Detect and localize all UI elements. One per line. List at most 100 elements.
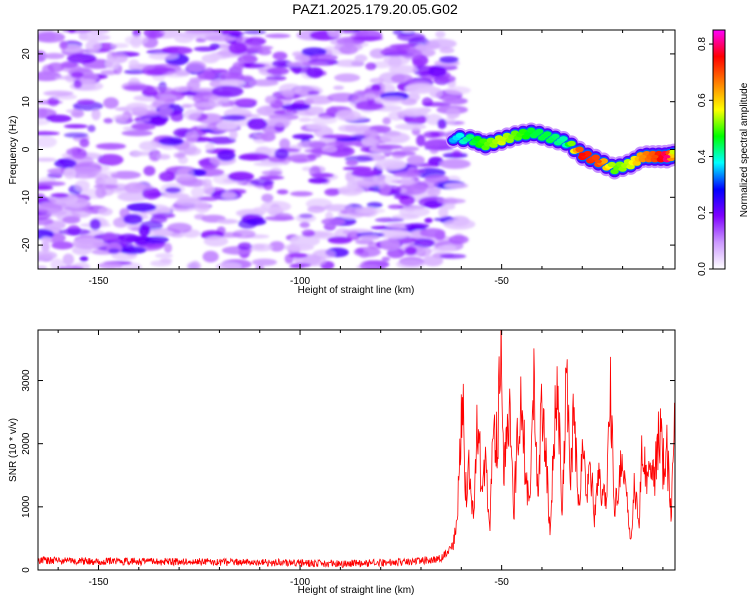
signal-blob xyxy=(527,127,536,133)
snr-y-label: SNR (10 * v/v) xyxy=(8,418,19,482)
noise-blob xyxy=(237,54,258,65)
noise-blob xyxy=(161,46,193,55)
noise-blob xyxy=(422,255,444,267)
colorbar-tick-label: 0.4 xyxy=(697,149,708,163)
noise-blob xyxy=(444,116,456,125)
noise-blob xyxy=(111,43,129,49)
noise-blob xyxy=(265,75,287,81)
signal-peak xyxy=(594,159,602,164)
noise-blob xyxy=(444,182,469,189)
noise-blob xyxy=(393,194,410,200)
noise-blob xyxy=(249,79,279,87)
noise-blob xyxy=(438,206,449,218)
noise-blob xyxy=(250,178,275,187)
spectrogram-x-axis: -150 -100 -50 xyxy=(57,30,664,287)
signal-blob xyxy=(591,154,600,161)
noise-blob xyxy=(228,42,248,55)
noise-blob xyxy=(289,234,321,247)
noise-blob xyxy=(72,166,102,176)
noise-blob xyxy=(167,222,193,234)
noise-blob xyxy=(43,90,74,97)
noise-blob xyxy=(355,239,374,245)
noise-blob xyxy=(443,203,456,210)
snr-series-line xyxy=(38,330,675,568)
y-tick-label: 3000 xyxy=(21,369,32,392)
noise-blob xyxy=(121,130,153,137)
noise-blob xyxy=(66,148,78,156)
noise-blob xyxy=(250,45,274,50)
noise-blob xyxy=(436,245,457,252)
colorbar-tick-label: 0.6 xyxy=(697,93,708,107)
noise-blob xyxy=(302,255,327,267)
noise-blob xyxy=(386,222,412,229)
noise-blob xyxy=(390,73,414,84)
noise-blob xyxy=(145,235,169,244)
noise-blob xyxy=(58,265,84,269)
noise-blob xyxy=(334,59,365,68)
noise-blob xyxy=(295,213,317,223)
noise-blob xyxy=(170,110,184,122)
noise-blob xyxy=(232,61,245,71)
noise-blob xyxy=(421,97,433,107)
noise-blob xyxy=(139,141,158,151)
signal-blob xyxy=(575,146,584,153)
noise-blob xyxy=(173,152,186,159)
noise-blob xyxy=(247,118,268,130)
spectrogram-y-axis: -20 -10 0 10 20 xyxy=(21,48,675,252)
noise-blob xyxy=(143,165,156,176)
noise-blob xyxy=(97,262,123,269)
noise-blob xyxy=(437,118,447,129)
noise-blob xyxy=(323,204,353,212)
noise-blob xyxy=(288,253,308,259)
noise-blob xyxy=(290,263,312,268)
noise-blob xyxy=(50,193,69,198)
noise-blob xyxy=(286,154,317,163)
signal-track xyxy=(445,122,675,180)
noise-blob xyxy=(439,56,459,64)
x-tick-label: -150 xyxy=(88,276,108,287)
noise-blob xyxy=(442,96,460,105)
noise-blob xyxy=(193,46,217,52)
noise-blob xyxy=(148,52,179,60)
y-tick-label: 0 xyxy=(21,567,32,573)
noise-blob xyxy=(359,30,369,38)
noise-blob xyxy=(101,176,118,187)
noise-blob xyxy=(327,30,344,38)
signal-blob xyxy=(535,128,544,135)
noise-blob xyxy=(219,71,245,82)
noise-blob xyxy=(374,217,405,223)
noise-blob xyxy=(423,131,441,139)
noise-blob xyxy=(169,203,197,212)
noise-blob xyxy=(301,229,316,237)
noise-blob xyxy=(124,241,134,254)
noise-blob xyxy=(406,92,421,102)
noise-blob xyxy=(66,53,97,64)
noise-blob xyxy=(205,35,237,42)
noise-blob xyxy=(208,95,223,107)
noise-blob xyxy=(128,59,140,68)
signal-blob xyxy=(473,136,482,142)
noise-blob xyxy=(404,83,437,94)
noise-blob xyxy=(168,139,183,144)
noise-blob xyxy=(365,62,377,71)
noise-blob xyxy=(47,209,67,216)
noise-blob xyxy=(103,97,119,109)
noise-blob xyxy=(216,150,236,161)
noise-blob xyxy=(388,111,405,121)
noise-blob xyxy=(307,90,320,95)
noise-blob xyxy=(352,36,384,41)
noise-blob xyxy=(439,158,471,170)
noise-blob xyxy=(150,260,172,267)
noise-blob xyxy=(274,212,293,221)
noise-blob xyxy=(452,150,462,158)
noise-blob xyxy=(78,33,111,42)
signal-blob xyxy=(669,149,675,155)
noise-blob xyxy=(43,52,65,60)
noise-blob xyxy=(76,78,96,84)
noise-blob xyxy=(419,228,446,238)
noise-blob xyxy=(446,107,461,119)
noise-blob xyxy=(264,95,276,104)
noise-blob xyxy=(271,59,293,68)
